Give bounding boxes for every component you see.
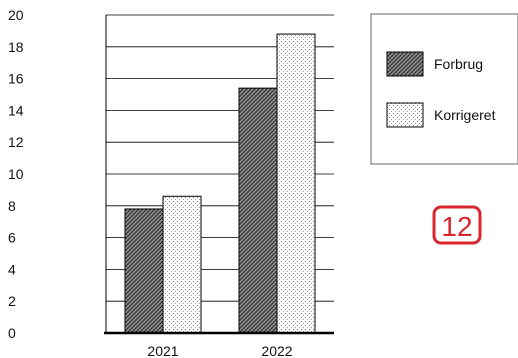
legend-swatch-korrigeret: [386, 102, 424, 128]
badge-outline: [432, 205, 482, 245]
y-tick-label: 12: [8, 134, 24, 150]
x-tick-label: 2021: [147, 343, 178, 358]
bar-korrigeret-2021: [162, 195, 202, 334]
y-tick-label: 14: [8, 102, 24, 118]
y-tick-labels: 0 2 4 6 8 10 12 14 16 18 20: [8, 7, 24, 341]
y-tick-label: 10: [8, 166, 24, 182]
legend-swatch-forbrug: [386, 51, 424, 77]
bar-forbrug-2021: [124, 208, 164, 334]
legend-label-forbrug: Forbrug: [434, 56, 483, 72]
y-tick-label: 16: [8, 71, 24, 87]
y-tick-label: 0: [8, 325, 16, 341]
y-tick-label: 6: [8, 230, 16, 246]
legend-label-korrigeret: Korrigeret: [434, 107, 496, 123]
bar-korrigeret-2022: [276, 33, 316, 334]
bar-forbrug-2022: [238, 87, 278, 334]
y-tick-label: 20: [8, 7, 24, 23]
y-tick-label: 8: [8, 198, 16, 214]
page-number-badge: 12: [432, 205, 482, 245]
y-tick-label: 2: [8, 293, 16, 309]
x-tick-labels: 2021 2022: [147, 343, 292, 358]
badge-number: 12: [441, 211, 472, 242]
x-tick-label: 2022: [261, 343, 292, 358]
legend: Forbrug Korrigeret: [370, 13, 518, 165]
legend-box: [370, 13, 518, 165]
y-tick-label: 18: [8, 39, 24, 55]
y-tick-label: 4: [8, 261, 16, 277]
